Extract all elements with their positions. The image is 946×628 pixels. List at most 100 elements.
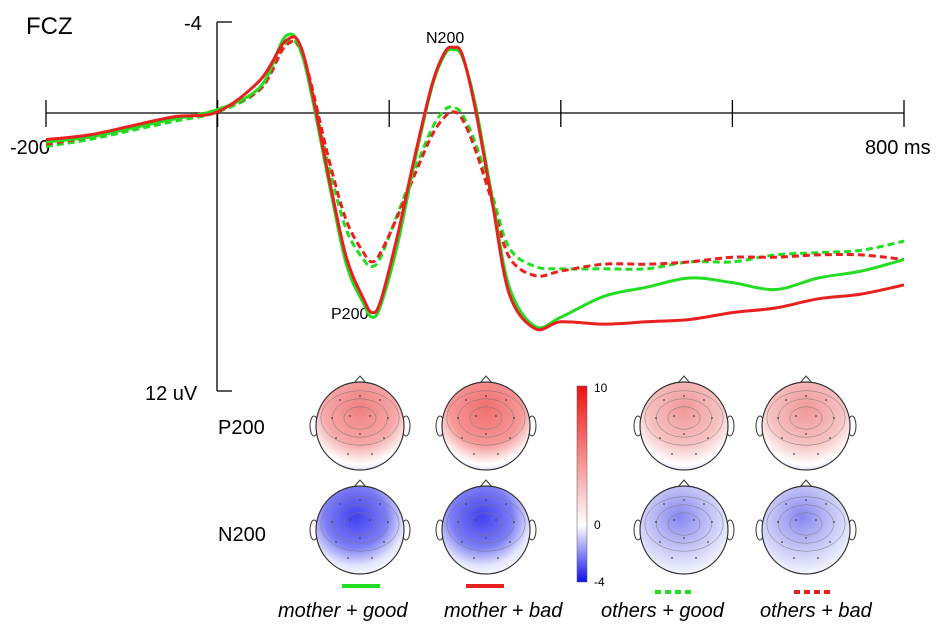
scalp bbox=[761, 381, 851, 471]
electrode-dot bbox=[695, 453, 697, 455]
contour-line bbox=[778, 504, 834, 544]
waveform-series bbox=[45, 32, 905, 332]
electrode-dot bbox=[793, 453, 795, 455]
colorbar-max-label: 10 bbox=[594, 381, 608, 395]
electrode-dot bbox=[825, 503, 827, 505]
contour-line bbox=[766, 390, 846, 446]
electrode-dot bbox=[505, 503, 507, 505]
electrode-dot bbox=[475, 519, 477, 521]
electrode-dot bbox=[805, 537, 807, 539]
electrode-dot bbox=[815, 415, 817, 417]
scalp bbox=[315, 381, 405, 471]
electrode-dot bbox=[663, 399, 665, 401]
electrode-dot bbox=[465, 399, 467, 401]
nose bbox=[799, 375, 813, 384]
contour-line bbox=[320, 390, 400, 446]
electrode-dot bbox=[663, 503, 665, 505]
y-tick-label-top: -4 bbox=[184, 13, 202, 35]
colorbar-min-label: -4 bbox=[594, 575, 605, 589]
electrode-dot bbox=[457, 521, 459, 523]
electrode-dot bbox=[371, 453, 373, 455]
electrode-dot bbox=[495, 519, 497, 521]
electrode-dot bbox=[671, 557, 673, 559]
scalp bbox=[441, 381, 531, 471]
electrode-dot bbox=[785, 503, 787, 505]
x-tick-label-left: -200 bbox=[10, 137, 50, 159]
scalp bbox=[639, 381, 729, 471]
contour-line bbox=[644, 496, 724, 552]
electrode-dot bbox=[335, 437, 337, 439]
electrode-dot bbox=[671, 453, 673, 455]
electrode-dot bbox=[475, 415, 477, 417]
electrode-dot bbox=[485, 433, 487, 435]
contour-line bbox=[458, 504, 514, 544]
electrode-dot bbox=[829, 437, 831, 439]
electrode-dot bbox=[331, 417, 333, 419]
electrode-dot bbox=[693, 519, 695, 521]
electrode-dot bbox=[711, 521, 713, 523]
topomap-p200-mother-bad bbox=[435, 375, 537, 471]
electrode-dot bbox=[473, 557, 475, 559]
electrode-dot bbox=[825, 399, 827, 401]
electrode-dot bbox=[805, 395, 807, 397]
electrode-dot bbox=[805, 499, 807, 501]
electrode-dot bbox=[379, 503, 381, 505]
legend-label-mother-good: mother + good bbox=[278, 600, 408, 622]
electrode-dot bbox=[703, 503, 705, 505]
topomap-p200-others-good bbox=[633, 375, 735, 471]
contour-line bbox=[667, 406, 701, 430]
electrode-dot bbox=[695, 557, 697, 559]
electrode-dot bbox=[781, 437, 783, 439]
legend-label-mother-bad: mother + bad bbox=[444, 600, 563, 622]
contour-line bbox=[332, 504, 388, 544]
nose bbox=[677, 479, 691, 488]
electrode-dot bbox=[833, 521, 835, 523]
electrode-dot bbox=[777, 521, 779, 523]
legend-label-others-good: others + good bbox=[601, 600, 725, 622]
electrode-dot bbox=[347, 453, 349, 455]
electrode-dot bbox=[777, 417, 779, 419]
scalp bbox=[441, 485, 531, 575]
electrode-dot bbox=[485, 499, 487, 501]
electrode-dot bbox=[369, 519, 371, 521]
x-tick-label-right: 800 ms bbox=[865, 137, 931, 159]
electrode-dot bbox=[495, 415, 497, 417]
electrode-dot bbox=[383, 437, 385, 439]
topomap-n200-mother-good bbox=[309, 479, 411, 575]
electrode-dot bbox=[683, 433, 685, 435]
colorbar-mid-label: 0 bbox=[594, 518, 601, 532]
contour-line bbox=[789, 512, 823, 536]
topomap-p200-others-bad bbox=[755, 375, 857, 471]
electrode-dot bbox=[369, 415, 371, 417]
series-line-mother-bad bbox=[45, 35, 905, 332]
series-line-mother-good bbox=[45, 32, 905, 330]
topomap-n200-others-good bbox=[633, 479, 735, 575]
contour-line bbox=[343, 406, 377, 430]
electrode-dot bbox=[359, 499, 361, 501]
contour-line bbox=[343, 512, 377, 536]
electrode-dot bbox=[513, 521, 515, 523]
topomap-row-label-p200: P200 bbox=[218, 417, 265, 439]
electrode-dot bbox=[349, 519, 351, 521]
contour-line bbox=[667, 512, 701, 536]
electrode-dot bbox=[497, 453, 499, 455]
electrode-dot bbox=[505, 399, 507, 401]
electrode-dot bbox=[829, 541, 831, 543]
topomap-n200-mother-bad bbox=[435, 479, 537, 575]
electrode-dot bbox=[339, 399, 341, 401]
series-line-others-bad bbox=[45, 39, 905, 278]
series-line-others-good bbox=[45, 38, 905, 271]
axes bbox=[45, 21, 905, 392]
contour-line bbox=[789, 406, 823, 430]
contour-line bbox=[469, 406, 503, 430]
electrode-dot bbox=[359, 395, 361, 397]
nose bbox=[353, 375, 367, 384]
electrode-dot bbox=[457, 417, 459, 419]
nose bbox=[353, 479, 367, 488]
contour-line bbox=[320, 496, 400, 552]
nose bbox=[677, 375, 691, 384]
electrode-dot bbox=[683, 395, 685, 397]
contour-line bbox=[766, 496, 846, 552]
electrode-dot bbox=[785, 399, 787, 401]
